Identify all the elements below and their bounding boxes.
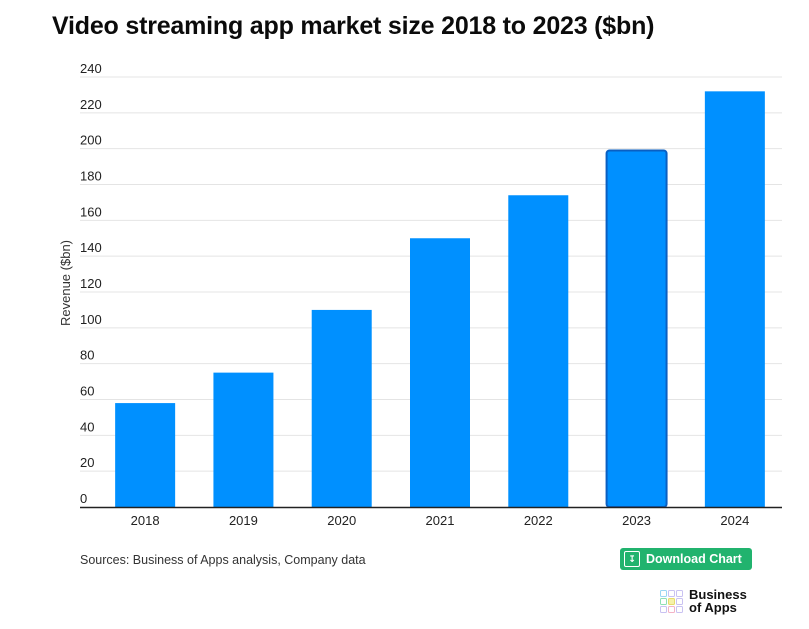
y-tick-label: 200	[80, 133, 102, 148]
x-tick-label: 2024	[720, 513, 749, 528]
y-axis-ticks: 0 20 40 60 80 100 120 140 160 180 200 220 240	[80, 61, 102, 506]
y-tick-label: 180	[80, 169, 102, 184]
download-chart-button[interactable]: ↧ Download Chart	[620, 548, 752, 570]
bar-2022[interactable]	[508, 195, 569, 507]
bars	[115, 91, 765, 508]
y-tick-label: 60	[80, 384, 94, 399]
x-tick-label: 2023	[622, 513, 651, 528]
download-icon: ↧	[624, 551, 640, 567]
y-tick-label: 220	[80, 97, 102, 112]
y-axis-label: Revenue ($bn)	[58, 240, 73, 326]
y-tick-label: 240	[80, 61, 102, 76]
y-tick-label: 160	[80, 204, 102, 219]
y-tick-label: 140	[80, 240, 102, 255]
source-note: Sources: Business of Apps analysis, Comp…	[80, 553, 366, 567]
logo-grid-icon	[660, 589, 683, 613]
business-of-apps-logo: Business of Apps	[660, 588, 747, 614]
x-tick-label: 2020	[327, 513, 356, 528]
y-tick-label: 120	[80, 276, 102, 291]
y-tick-label: 40	[80, 419, 94, 434]
logo-text-line1: Business	[689, 587, 747, 602]
bar-2020[interactable]	[311, 309, 372, 507]
bar-2021[interactable]	[410, 238, 470, 507]
bar-2018[interactable]	[115, 403, 176, 507]
chart-title: Video streaming app market size 2018 to …	[52, 12, 655, 40]
logo-text-line2: of Apps	[689, 600, 737, 615]
y-tick-label: 20	[80, 455, 94, 470]
x-tick-label: 2018	[131, 513, 160, 528]
bar-2019[interactable]	[213, 372, 274, 507]
x-tick-label: 2022	[524, 513, 553, 528]
bar-2023[interactable]	[605, 149, 668, 508]
bar-2024[interactable]	[704, 91, 765, 507]
y-tick-label: 100	[80, 312, 102, 327]
y-tick-label: 80	[80, 348, 94, 363]
x-tick-label: 2021	[426, 513, 455, 528]
x-tick-label: 2019	[229, 513, 258, 528]
y-tick-label: 0	[80, 491, 87, 506]
download-chart-label: Download Chart	[646, 552, 742, 566]
x-axis-ticks: 2018 2019 2020 2021 2022 2023 2024	[131, 513, 750, 528]
